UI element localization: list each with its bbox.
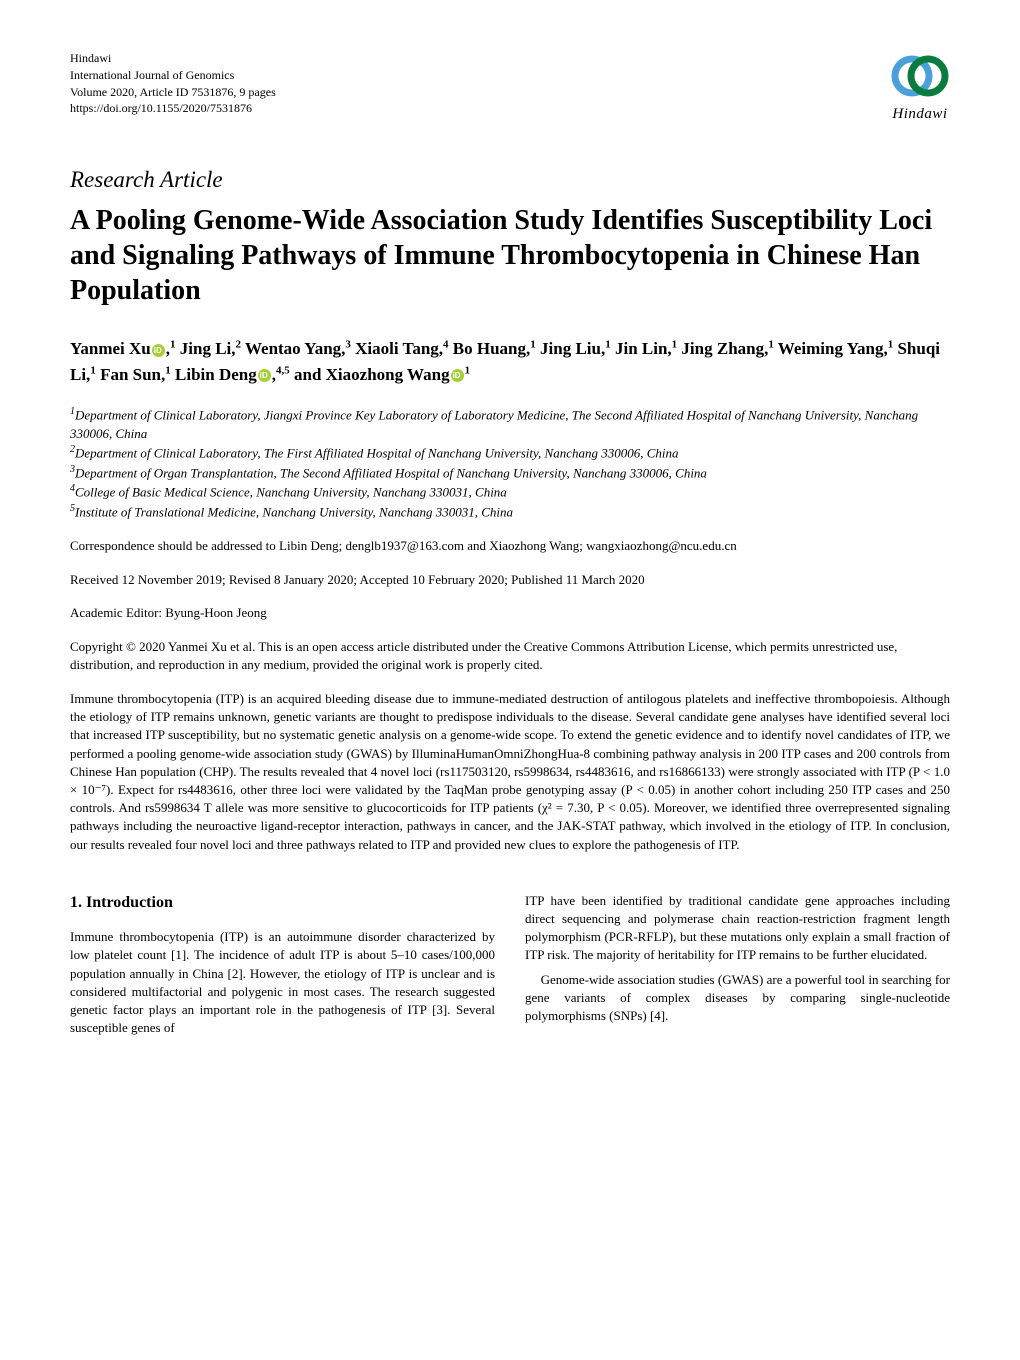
- affiliation-2: 2Department of Clinical Laboratory, The …: [70, 443, 950, 463]
- affiliation-5: 5Institute of Translational Medicine, Na…: [70, 502, 950, 522]
- article-type: Research Article: [70, 164, 950, 195]
- academic-editor: Academic Editor: Byung-Hoon Jeong: [70, 604, 950, 622]
- journal-info: Hindawi International Journal of Genomic…: [70, 50, 276, 117]
- logo-text: Hindawi: [892, 104, 947, 124]
- orcid-icon: [451, 369, 464, 382]
- intro-paragraph-1: Immune thrombocytopenia (ITP) is an auto…: [70, 928, 495, 1037]
- journal-name: International Journal of Genomics: [70, 67, 276, 84]
- affiliation-1: 1Department of Clinical Laboratory, Jian…: [70, 405, 950, 443]
- column-right: ITP have been identified by traditional …: [525, 892, 950, 1038]
- affiliation-3: 3Department of Organ Transplantation, Th…: [70, 463, 950, 483]
- section-heading-introduction: 1. Introduction: [70, 892, 495, 914]
- copyright: Copyright © 2020 Yanmei Xu et al. This i…: [70, 638, 950, 674]
- volume-line: Volume 2020, Article ID 7531876, 9 pages: [70, 84, 276, 101]
- header: Hindawi International Journal of Genomic…: [70, 50, 950, 124]
- orcid-icon: [258, 369, 271, 382]
- authors: Yanmei Xu,1 Jing Li,2 Wentao Yang,3 Xiao…: [70, 336, 950, 387]
- intro-paragraph-2: ITP have been identified by traditional …: [525, 892, 950, 965]
- correspondence: Correspondence should be addressed to Li…: [70, 537, 950, 555]
- column-left: 1. Introduction Immune thrombocytopenia …: [70, 892, 495, 1038]
- publisher-logo: Hindawi: [890, 50, 950, 124]
- intro-paragraph-3: Genome-wide association studies (GWAS) a…: [525, 971, 950, 1026]
- publisher: Hindawi: [70, 50, 276, 67]
- dates: Received 12 November 2019; Revised 8 Jan…: [70, 571, 950, 589]
- doi: https://doi.org/10.1155/2020/7531876: [70, 100, 276, 117]
- hindawi-rings-icon: [890, 50, 950, 102]
- body-columns: 1. Introduction Immune thrombocytopenia …: [70, 892, 950, 1038]
- orcid-icon: [152, 344, 165, 357]
- article-title: A Pooling Genome-Wide Association Study …: [70, 203, 950, 308]
- abstract: Immune thrombocytopenia (ITP) is an acqu…: [70, 690, 950, 854]
- affiliations: 1Department of Clinical Laboratory, Jian…: [70, 405, 950, 521]
- affiliation-4: 4College of Basic Medical Science, Nanch…: [70, 482, 950, 502]
